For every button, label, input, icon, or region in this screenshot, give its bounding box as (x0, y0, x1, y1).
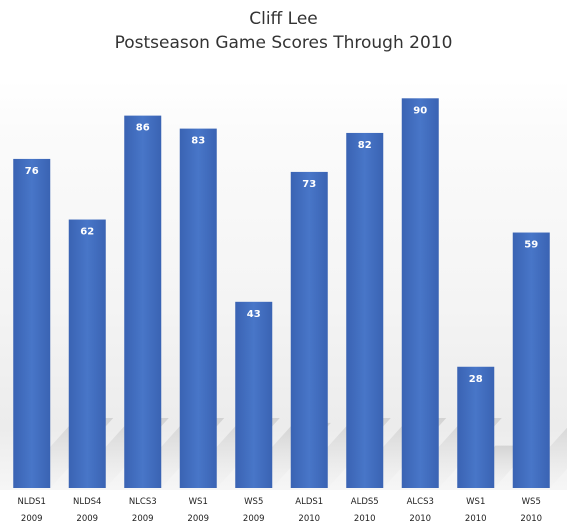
bar-nlds1-2009 (13, 158, 51, 489)
x-tick-label-year: 2009 (21, 514, 43, 524)
bar-ws1-2009 (179, 128, 217, 489)
data-label: 76 (25, 166, 39, 177)
chart-subtitle: Postseason Game Scores Through 2010 (115, 33, 453, 53)
x-tick-label-year: 2010 (354, 514, 376, 524)
x-tick-label-category: ALDS5 (351, 497, 379, 507)
x-tick-label-category: ALCS3 (407, 497, 434, 507)
x-tick-label-year: 2009 (76, 514, 98, 524)
data-label: 82 (358, 140, 372, 151)
chart-title: Cliff Lee (249, 9, 318, 29)
data-label: 59 (524, 240, 538, 251)
data-label: 73 (302, 179, 316, 190)
x-tick-label-year: 2010 (465, 514, 487, 524)
x-tick-label-year: 2010 (409, 514, 431, 524)
bar-ws1-2010 (457, 366, 495, 488)
x-tick-label-category: WS5 (244, 497, 263, 507)
x-tick-label-year: 2009 (243, 514, 265, 524)
x-tick-label-year: 2009 (132, 514, 154, 524)
bar-nlds4-2009 (68, 219, 106, 489)
bar-ws5-2009 (235, 301, 273, 488)
data-label: 43 (247, 309, 261, 320)
bar-nlcs3-2009 (124, 115, 162, 489)
data-label: 62 (80, 227, 94, 238)
x-tick-label-category: NLCS3 (129, 497, 157, 507)
x-tick-label-category: WS1 (466, 497, 485, 507)
x-tick-label-year: 2009 (187, 514, 209, 524)
data-label: 83 (191, 136, 205, 147)
x-tick-label-year: 2010 (520, 514, 542, 524)
x-tick-labels-group: NLDS1 2009 NLDS4 2009 NLCS3 2009 WS1 2009 WS5 200… (18, 497, 543, 524)
data-label: 28 (469, 374, 483, 385)
x-tick-label-year: 2010 (298, 514, 320, 524)
data-label: 90 (413, 105, 427, 116)
bars-group (13, 98, 550, 489)
x-tick-label-category: WS5 (522, 497, 541, 507)
x-tick-label-category: WS1 (189, 497, 208, 507)
data-labels-group: 76 62 86 83 43 73 82 90 28 59 (25, 105, 538, 384)
x-tick-label-category: NLDS4 (73, 497, 101, 507)
x-tick-label-category: NLDS1 (18, 497, 46, 507)
bar-ws5-2010 (512, 232, 550, 488)
data-label: 86 (136, 123, 150, 134)
bar-alds5-2010 (346, 132, 384, 488)
x-tick-label-category: ALDS1 (295, 497, 323, 507)
bar-alds1-2010 (290, 171, 328, 488)
bar-alcs3-2010 (401, 98, 439, 489)
